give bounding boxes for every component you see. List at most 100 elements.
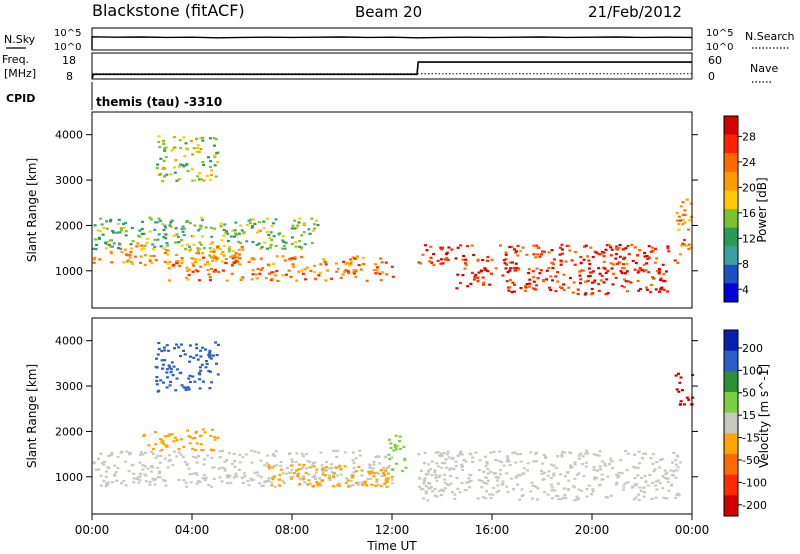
power-cell [262,220,266,223]
power-cell [200,235,204,238]
power-cell [206,260,209,263]
velocity-cell [402,445,406,448]
velocity-cell [212,449,216,452]
velocity-cell [676,492,680,495]
power-cell [185,266,189,269]
velocity-cell [132,477,136,480]
velocity-cell [604,495,608,498]
velocity-cell [478,459,482,462]
velocity-cell [606,475,610,478]
power-cell [683,209,687,212]
velocity-cell [675,469,679,472]
velocity-colorbar-label: 200 [742,342,763,355]
power-cell [681,223,685,226]
power-cell [189,248,193,251]
velocity-cell [198,387,202,390]
power-cell [429,256,433,259]
power-cell [570,259,574,262]
power-cell [579,255,583,259]
velocity-cell [385,485,389,488]
velocity-cell [543,471,547,474]
velocity-cell [637,493,641,496]
power-cell [606,292,610,295]
power-cell [201,136,204,139]
power-cell [216,247,220,250]
velocity-cell [675,454,679,457]
velocity-cell [312,484,315,487]
velocity-cell [282,482,286,485]
velocity-cell [427,463,431,466]
power-cell [139,255,143,258]
velocity-colorbar-swatch [724,350,738,372]
power-ytick-label: 4000 [55,129,83,142]
velocity-cell [368,464,372,467]
velocity-cell [151,477,155,480]
velocity-cell [325,469,329,472]
velocity-cell [480,479,484,482]
velocity-cell [428,487,432,490]
velocity-cell [313,474,317,477]
power-cell [425,249,429,252]
velocity-cell [386,477,390,480]
power-cell [142,232,146,235]
velocity-cell [471,456,475,459]
power-cell [153,245,157,248]
velocity-cell [592,466,596,469]
velocity-cell [662,496,666,499]
power-cell [210,241,214,244]
velocity-cell [448,468,452,471]
velocity-cell [374,484,378,487]
velocity-cell [301,466,305,469]
power-cell [612,263,616,266]
power-cell [97,236,101,239]
velocity-cell [485,461,489,464]
velocity-cell [306,483,310,486]
power-cell [545,278,549,281]
power-cell [281,239,285,242]
velocity-cell [521,494,525,497]
power-cell [188,222,192,225]
velocity-cell [436,451,440,454]
power-cell [291,224,295,227]
power-cell [257,229,261,232]
power-cell [525,253,529,256]
velocity-cell [417,453,421,456]
velocity-cell [435,479,439,482]
power-cell [209,267,213,270]
velocity-cell [352,461,356,464]
power-cell [157,135,161,138]
power-cell [94,238,98,241]
velocity-cell [184,481,188,484]
power-cell [588,275,592,278]
velocity-colorbar-frame [723,329,739,517]
velocity-cell [573,463,577,466]
velocity-cell [585,495,589,498]
velocity-cell [137,481,141,484]
velocity-cell [258,482,262,485]
velocity-cell [672,470,676,473]
velocity-cell [332,476,336,479]
velocity-cell [593,478,597,481]
power-cell [228,245,232,249]
velocity-cell [173,436,177,439]
power-cell [163,174,167,177]
velocity-cell [158,470,162,473]
velocity-cell [306,459,310,462]
power-cell [222,254,226,257]
velocity-cell [154,478,158,481]
velocity-cell [337,482,341,485]
power-cell [295,279,299,282]
power-cell [305,266,309,269]
velocity-cell [506,459,510,462]
power-cell [112,231,115,234]
power-cell [627,253,631,256]
power-cell [643,255,647,258]
velocity-cell [210,456,214,459]
velocity-cell [163,346,166,349]
power-cell [166,244,169,247]
power-cell [593,279,597,282]
velocity-cell [578,457,582,460]
power-cell [234,221,238,224]
power-cell [572,281,576,284]
power-cell [470,271,474,274]
